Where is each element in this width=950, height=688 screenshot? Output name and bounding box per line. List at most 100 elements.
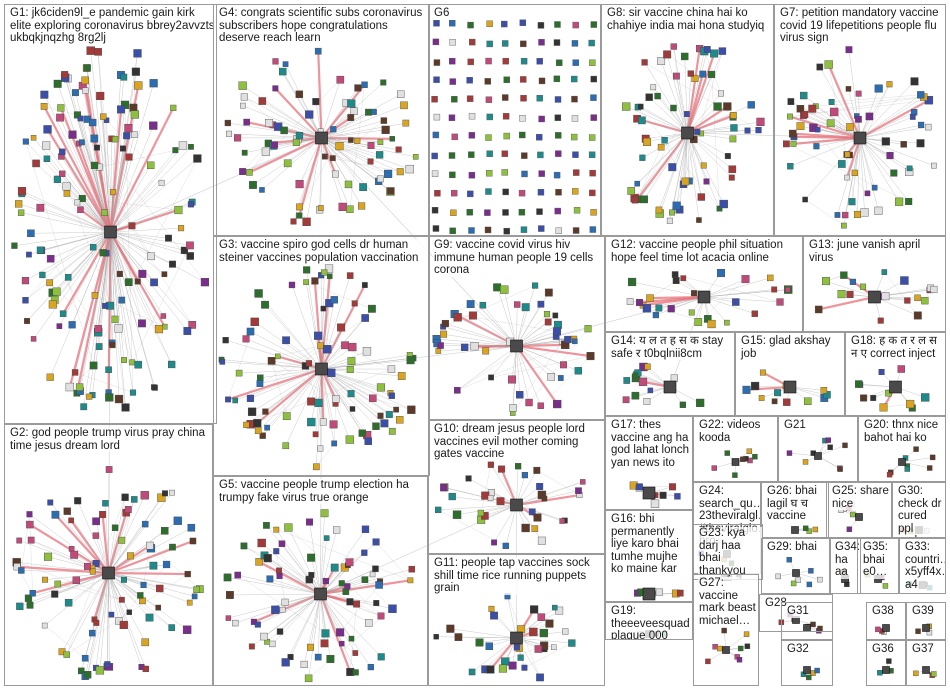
node-g2 — [27, 536, 35, 544]
hub-node-g38 — [882, 624, 890, 632]
node-g6 — [449, 78, 456, 85]
node-g6 — [570, 133, 578, 141]
edge-g1 — [110, 114, 136, 233]
edge-g10 — [516, 481, 583, 506]
node-g1 — [39, 271, 46, 279]
hub-node-g18 — [889, 380, 902, 394]
node-g5 — [373, 600, 380, 607]
node-g1 — [149, 121, 158, 130]
node-g7 — [886, 151, 894, 160]
node-g2 — [182, 625, 192, 634]
edge-g1 — [110, 231, 134, 393]
node-g2 — [111, 524, 119, 531]
node-g9 — [537, 402, 544, 409]
edge-g1 — [132, 245, 191, 363]
edge-g8 — [676, 132, 688, 206]
edge-g2 — [68, 572, 109, 603]
node-g10 — [533, 513, 542, 522]
node-g3 — [314, 331, 323, 340]
group-panel-g6: G6 — [428, 4, 601, 236]
node-g2 — [155, 604, 162, 611]
node-g6 — [555, 189, 562, 196]
edge-g3 — [321, 275, 351, 370]
node-g1 — [178, 225, 185, 232]
edge-g5 — [320, 538, 327, 595]
edge-g5 — [253, 581, 381, 623]
node-g21 — [825, 437, 831, 443]
node-g5 — [344, 583, 351, 590]
node-g1 — [91, 292, 99, 299]
node-g6 — [486, 150, 493, 157]
group-panel-g36: G36 — [866, 640, 906, 686]
node-g5 — [281, 658, 290, 667]
node-g6 — [451, 133, 458, 141]
edge-g4 — [242, 105, 322, 139]
node-g12 — [667, 305, 675, 313]
node-g14 — [632, 372, 639, 379]
edge-g3 — [251, 368, 322, 412]
node-g5 — [260, 632, 268, 641]
edge-g7 — [859, 137, 879, 211]
node-g6 — [554, 114, 562, 121]
node-g2 — [92, 517, 100, 526]
node-g11 — [530, 605, 539, 614]
node-g4 — [335, 142, 344, 151]
edge-g8 — [637, 131, 698, 200]
edge-g20 — [901, 457, 933, 463]
node-g1 — [40, 103, 48, 110]
node-g3 — [303, 266, 311, 274]
edge-g5 — [303, 593, 321, 665]
edge-g1 — [86, 68, 113, 346]
edge-g9 — [516, 343, 566, 348]
node-g1 — [27, 229, 35, 238]
edge-g13 — [884, 271, 918, 316]
edge-g1 — [110, 125, 154, 233]
edge-g5 — [279, 593, 321, 632]
node-g7 — [816, 63, 824, 71]
edge-g5 — [229, 593, 321, 596]
edge-g12 — [658, 296, 705, 309]
node-g7 — [931, 162, 937, 169]
node-g9 — [470, 342, 479, 351]
edge-g3 — [286, 368, 322, 417]
node-g3 — [406, 356, 415, 365]
node-g9 — [440, 330, 448, 338]
node-g14 — [696, 398, 705, 407]
node-g9 — [557, 375, 564, 381]
node-g6 — [450, 189, 458, 197]
edge-g8 — [644, 62, 688, 134]
edge-g10 — [452, 496, 517, 506]
group-label-g4: G4: congrats scientific subs coronavirus… — [218, 7, 429, 45]
group-panel-g22: G22: videos kooda — [693, 416, 778, 482]
node-g2 — [126, 609, 133, 615]
node-g6 — [520, 57, 528, 65]
node-g6 — [431, 170, 439, 177]
edge-g7 — [816, 137, 861, 147]
node-g1 — [89, 118, 97, 127]
node-g1 — [134, 278, 141, 285]
edge-g7 — [804, 96, 924, 115]
edge-g2 — [108, 572, 150, 618]
node-g3 — [345, 435, 354, 444]
node-g7 — [905, 197, 913, 206]
node-g8 — [729, 135, 737, 143]
node-g4 — [395, 146, 402, 153]
node-g22 — [752, 453, 758, 460]
node-g6 — [571, 115, 579, 122]
node-g2 — [189, 537, 197, 545]
node-g1 — [17, 186, 27, 196]
node-g3 — [313, 463, 320, 471]
group-panel-g17: G17: thes vaccine ang ha god lahat lonch… — [605, 416, 693, 510]
edge-g10 — [490, 464, 533, 512]
node-g3 — [235, 369, 243, 377]
node-g1 — [200, 278, 210, 287]
node-g5 — [248, 643, 255, 650]
edge-g5 — [320, 584, 380, 595]
node-g1 — [109, 341, 116, 349]
node-g4 — [295, 90, 304, 99]
node-g9 — [513, 301, 521, 308]
node-g8 — [696, 217, 702, 223]
node-g3 — [361, 314, 369, 322]
node-g12 — [707, 319, 716, 329]
node-g9 — [574, 367, 582, 375]
